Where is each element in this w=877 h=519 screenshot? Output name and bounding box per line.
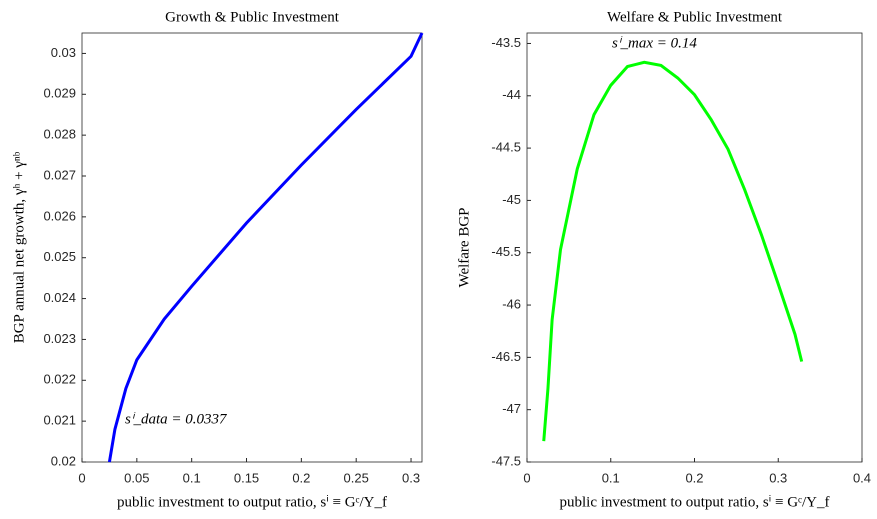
- y-tick-label: -47.5: [491, 453, 521, 468]
- x-tick-label: 0.2: [685, 470, 703, 485]
- data-line: [107, 32, 424, 463]
- x-tick-label: 0.4: [853, 470, 871, 485]
- data-line: [542, 60, 804, 442]
- chart-title: Welfare & Public Investment: [607, 9, 783, 25]
- chart-title: Growth & Public Investment: [165, 9, 340, 25]
- y-tick-label: -47: [502, 401, 521, 416]
- x-tick-label: 0.3: [402, 470, 420, 485]
- y-axis-label: Welfare BGP: [456, 207, 472, 287]
- y-tick-label: -43.5: [491, 35, 521, 50]
- y-tick-label: -45: [502, 192, 521, 207]
- y-axis-label: BGP annual net growth, γʰ + γⁿᵇ: [11, 151, 27, 343]
- y-tick-label: -44: [502, 87, 521, 102]
- x-tick-label: 0.05: [124, 470, 149, 485]
- y-tick-label: 0.021: [43, 413, 76, 428]
- x-tick-label: 0.3: [769, 470, 787, 485]
- x-axis-label: public investment to output ratio, sⁱ ≡ …: [560, 494, 830, 510]
- annotation: sⁱ_max = 0.14: [612, 35, 697, 51]
- y-tick-label: -44.5: [491, 140, 521, 155]
- y-tick-label: -46: [502, 296, 521, 311]
- y-tick-label: -45.5: [491, 244, 521, 259]
- x-tick-label: 0: [523, 470, 530, 485]
- y-tick-label: 0.027: [43, 167, 76, 182]
- y-tick-label: 0.023: [43, 331, 76, 346]
- y-tick-label: 0.03: [51, 45, 76, 60]
- x-tick-label: 0.2: [292, 470, 310, 485]
- annotation: sⁱ_data = 0.0337: [125, 411, 228, 427]
- y-tick-label: 0.024: [43, 290, 76, 305]
- plot-frame: [81, 32, 423, 463]
- x-axis-label: public investment to output ratio, sⁱ ≡ …: [117, 494, 387, 510]
- x-tick-label: 0.1: [183, 470, 201, 485]
- y-tick-label: 0.022: [43, 372, 76, 387]
- y-tick-label: 0.028: [43, 127, 76, 142]
- y-tick-label: 0.02: [51, 453, 76, 468]
- x-tick-label: 0.1: [602, 470, 620, 485]
- x-tick-label: 0.25: [344, 470, 369, 485]
- y-tick-label: 0.029: [43, 86, 76, 101]
- y-tick-label: -46.5: [491, 349, 521, 364]
- y-tick-label: 0.025: [43, 249, 76, 264]
- x-tick-label: 0.15: [234, 470, 259, 485]
- x-tick-label: 0: [78, 470, 85, 485]
- y-tick-label: 0.026: [43, 208, 76, 223]
